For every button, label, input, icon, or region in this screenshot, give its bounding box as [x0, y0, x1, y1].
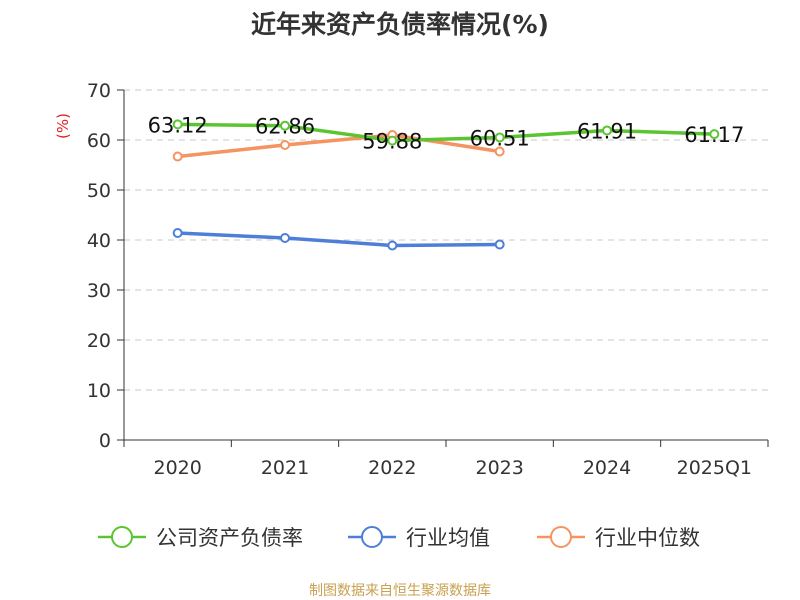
x-tick-label: 2021: [261, 457, 309, 479]
axes: [117, 89, 769, 447]
legend-label: 公司资产负债率: [156, 526, 303, 550]
x-tick-label: 2025Q1: [677, 457, 752, 479]
grid-lines: [124, 89, 768, 391]
data-point: [494, 239, 505, 250]
data-label: 61.17: [684, 123, 744, 147]
legend-swatch-marker: [361, 526, 383, 548]
x-tick-label: 2023: [475, 457, 523, 479]
data-point: [494, 132, 505, 143]
series-line: [177, 122, 715, 143]
data-point: [387, 240, 398, 251]
series-group: [172, 130, 505, 162]
series-group: [172, 119, 720, 146]
y-tick-label: 10: [87, 380, 111, 402]
legend-item: 行业均值: [348, 526, 490, 550]
legend-item: 公司资产负债率: [98, 526, 303, 550]
y-tick-labels: 0 10 20 30 40 50 60 70: [87, 80, 111, 452]
data-point: [602, 125, 612, 136]
data-point: [172, 119, 183, 130]
data-label: 63.12: [148, 113, 208, 137]
y-tick-label: 20: [87, 330, 111, 352]
chart-title: 近年来资产负债率情况(%): [251, 10, 549, 39]
y-tick-label: 60: [87, 130, 111, 152]
data-point: [387, 135, 398, 146]
y-tick-label: 0: [99, 430, 111, 452]
data-point: [709, 129, 720, 140]
legend-swatch-marker: [111, 526, 133, 548]
x-tick-label: 2022: [368, 457, 416, 479]
series-group: [172, 228, 505, 251]
data-point: [494, 146, 505, 157]
x-tick-label: 2020: [153, 457, 201, 479]
source-note: 制图数据来自恒生聚源数据库: [309, 583, 491, 599]
data-label: 59.88: [362, 130, 422, 154]
y-tick-label: 30: [87, 280, 111, 302]
data-label: 60.51: [470, 126, 530, 150]
y-tick-label: 70: [87, 80, 111, 102]
series-lines: [172, 119, 720, 251]
legend: 公司资产负债率 行业均值 行业中位数: [98, 526, 700, 550]
legend-item: 行业中位数: [537, 526, 700, 550]
y-tick-label: 50: [87, 180, 111, 202]
x-tick-label: 2024: [583, 457, 631, 479]
legend-swatch-marker: [550, 526, 572, 548]
data-labels: 63.12 62.86 59.88 60.51 61.91 61.17: [148, 113, 745, 153]
data-point: [280, 120, 290, 131]
data-point: [172, 151, 183, 162]
legend-label: 行业均值: [406, 526, 490, 550]
legend-label: 行业中位数: [595, 526, 700, 550]
data-point: [280, 233, 290, 243]
y-tick-label: 40: [87, 230, 111, 252]
x-tick-labels: 2020 2021 2022 2023 2024 2025Q1: [153, 457, 752, 479]
series-line: [177, 231, 500, 248]
data-label: 61.91: [577, 119, 637, 143]
y-axis-unit: (%): [54, 113, 72, 139]
data-point: [172, 228, 183, 238]
data-label: 62.86: [255, 115, 315, 139]
series-line: [177, 133, 500, 159]
data-point: [280, 140, 290, 150]
